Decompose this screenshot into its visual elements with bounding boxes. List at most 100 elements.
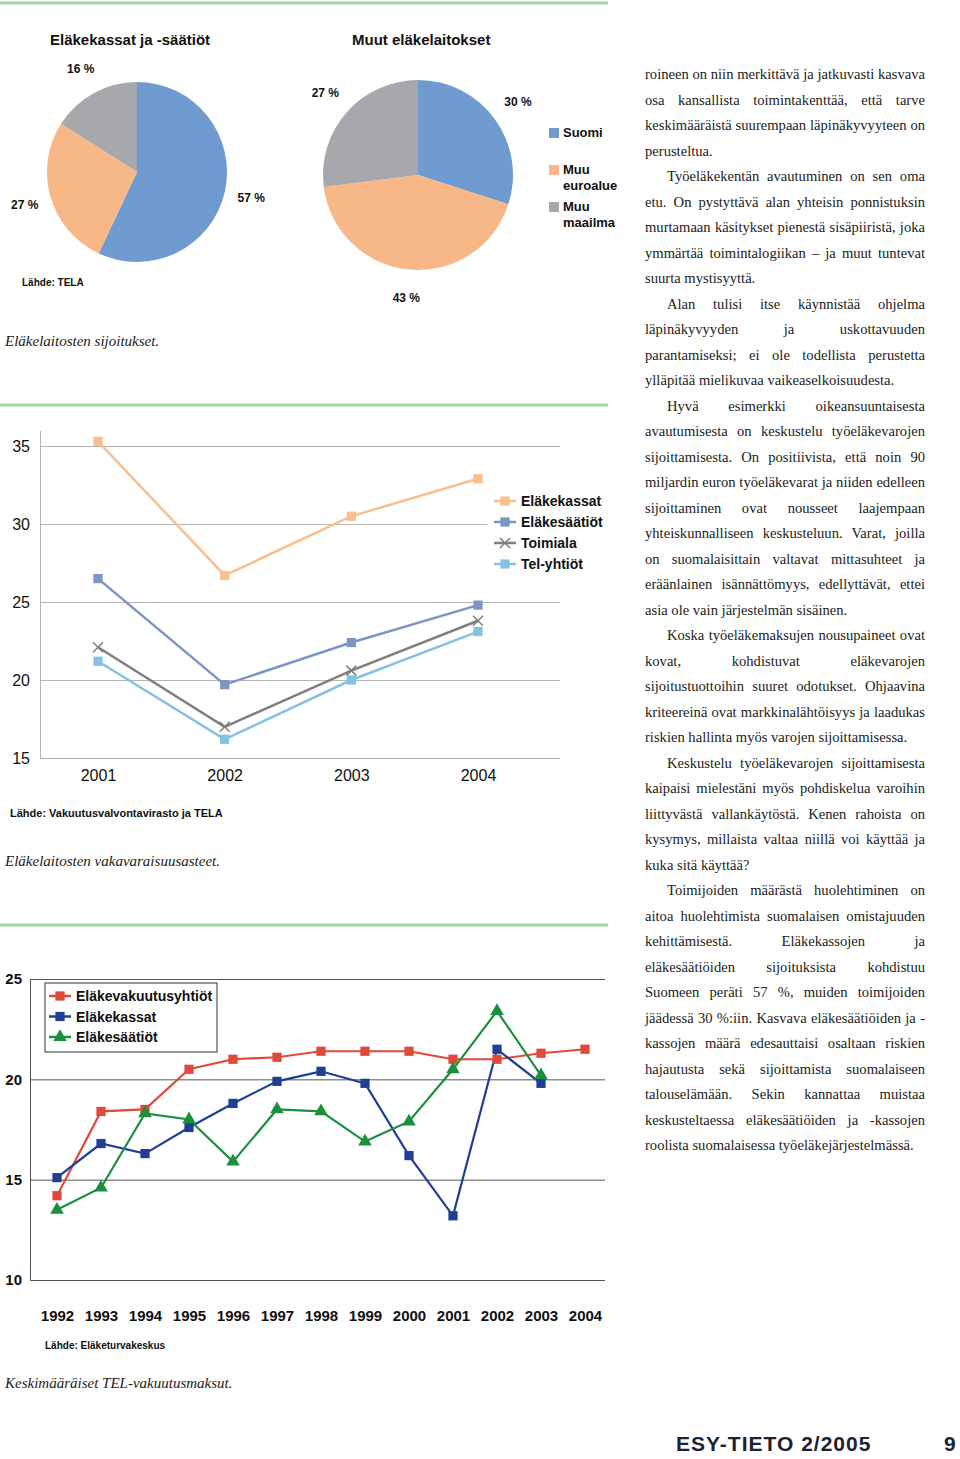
- rule: [0, 2, 608, 5]
- tick-label: 10: [5, 1271, 22, 1288]
- legend-label: Suomi: [563, 125, 603, 140]
- tick: 25: [12, 594, 560, 611]
- marker: [580, 1045, 589, 1054]
- tick: 20: [5, 1071, 605, 1088]
- tick-label: 1994: [129, 1307, 163, 1324]
- marker: [402, 1114, 416, 1126]
- data-label: 27 %: [11, 198, 39, 212]
- legend: Eläkevakuutusyhtiöt Eläkekassat Eläkesääti…: [45, 983, 217, 1052]
- legend: EläkekassatEläkesäätiötToimialaTel-yhtiö…: [488, 489, 612, 575]
- marker: [220, 722, 230, 732]
- marker: [272, 1053, 281, 1062]
- marker: [473, 601, 482, 610]
- tick-label: 2003: [525, 1307, 558, 1324]
- legend-marker: [500, 559, 509, 568]
- marker: [220, 680, 229, 689]
- tick: 1998: [305, 1307, 338, 1324]
- marker: [404, 1151, 413, 1160]
- plot-marks: [50, 1003, 589, 1220]
- legend-box: [488, 489, 612, 575]
- marker: [220, 735, 229, 744]
- series-line: [98, 579, 478, 685]
- legend-marker: [500, 496, 509, 505]
- marker: [347, 675, 356, 684]
- series-line: [57, 1049, 541, 1216]
- tick-label: 30: [12, 516, 30, 533]
- grid-line: [40, 446, 560, 447]
- pie-slice: [61, 82, 137, 172]
- y-axis: 10152025: [5, 970, 605, 1288]
- tick: 1999: [349, 1307, 382, 1324]
- tick: 2003: [334, 767, 370, 784]
- marker: [314, 1104, 328, 1116]
- marker: [93, 437, 102, 446]
- grid-line: [30, 1180, 605, 1181]
- legend-label: Eläkevakuutusyhtiöt: [76, 988, 212, 1004]
- tick-label: 2002: [207, 767, 243, 784]
- marker: [492, 1045, 501, 1054]
- tick-label: 25: [5, 970, 22, 987]
- paragraph: Toimijoiden määrästä huolehtiminen on ai…: [645, 878, 925, 1159]
- x-axis: 2001 2002 2003 2004: [81, 759, 497, 785]
- pie: [47, 82, 227, 262]
- series-line: [98, 632, 478, 740]
- legend-label: Eläkekassat: [76, 1009, 157, 1025]
- page-number: 9: [944, 1432, 957, 1456]
- chart-title: Eläkekassat ja -säätiöt: [50, 31, 210, 48]
- footer-magazine: ESY-TIETO 2/2005: [676, 1432, 871, 1456]
- data-label: 27 %: [312, 86, 340, 100]
- marker: [473, 616, 483, 626]
- paragraph: Hyvä esimerkki oikeansuuntaisesta avautu…: [645, 394, 925, 624]
- tick-label: 2004: [461, 767, 497, 784]
- marker: [140, 1149, 149, 1158]
- tick: 2002: [481, 1307, 514, 1324]
- marker: [228, 1055, 237, 1064]
- tick: 1994: [129, 1307, 163, 1324]
- marker: [316, 1047, 325, 1056]
- grid-line: [30, 979, 605, 980]
- axis-line: [99, 758, 479, 759]
- marker: [52, 1191, 61, 1200]
- tick-label: 1992: [41, 1307, 74, 1324]
- tick-label: 2001: [81, 767, 117, 784]
- marker: [536, 1049, 545, 1058]
- tick-label: 1998: [305, 1307, 338, 1324]
- tick: 1995: [173, 1307, 206, 1324]
- paragraph: Keskustelu työeläkevarojen sijoittamises…: [645, 751, 925, 879]
- marker: [490, 1003, 504, 1015]
- marker: [184, 1123, 193, 1132]
- source: Lähde: Vakuutusvalvontavirasto ja TELA: [10, 807, 223, 819]
- marker: [93, 642, 103, 652]
- legend-swatch: [549, 202, 559, 212]
- grid-line: [40, 680, 560, 681]
- source: Lähde: TELA: [22, 277, 84, 288]
- grid-line: [30, 1280, 605, 1281]
- tick-label: 2000: [393, 1307, 426, 1324]
- tick: 2001: [81, 767, 117, 784]
- legend-label: Eläkesäätiöt: [521, 514, 603, 530]
- tick-label: 1999: [349, 1307, 382, 1324]
- legend-label: Eläkesäätiöt: [76, 1029, 158, 1045]
- series-line: [57, 1011, 541, 1210]
- x-axis: 1992199319941995199619971998199920002001…: [41, 1281, 603, 1324]
- tick: 1997: [261, 1307, 294, 1324]
- marker: [448, 1211, 457, 1220]
- tick: 2000: [393, 1307, 426, 1324]
- rule: [0, 404, 608, 407]
- marker: [347, 638, 356, 647]
- legend-box: [45, 983, 217, 1052]
- tick: 30: [12, 516, 560, 533]
- grid-line: [30, 1079, 605, 1080]
- marker: [94, 1180, 108, 1192]
- tick: 1996: [217, 1307, 250, 1324]
- axis-line: [40, 431, 41, 759]
- marker: [52, 1173, 61, 1182]
- tick-label: 1995: [173, 1307, 206, 1324]
- paragraph: Työeläkekentän avautuminen on sen oma et…: [645, 164, 925, 292]
- marker: [346, 666, 356, 676]
- tick-label: 1997: [261, 1307, 294, 1324]
- caption: Eläkelaitosten sijoitukset.: [4, 333, 159, 349]
- marker: [93, 574, 102, 583]
- tick-label: 35: [12, 438, 30, 455]
- marker: [316, 1067, 325, 1076]
